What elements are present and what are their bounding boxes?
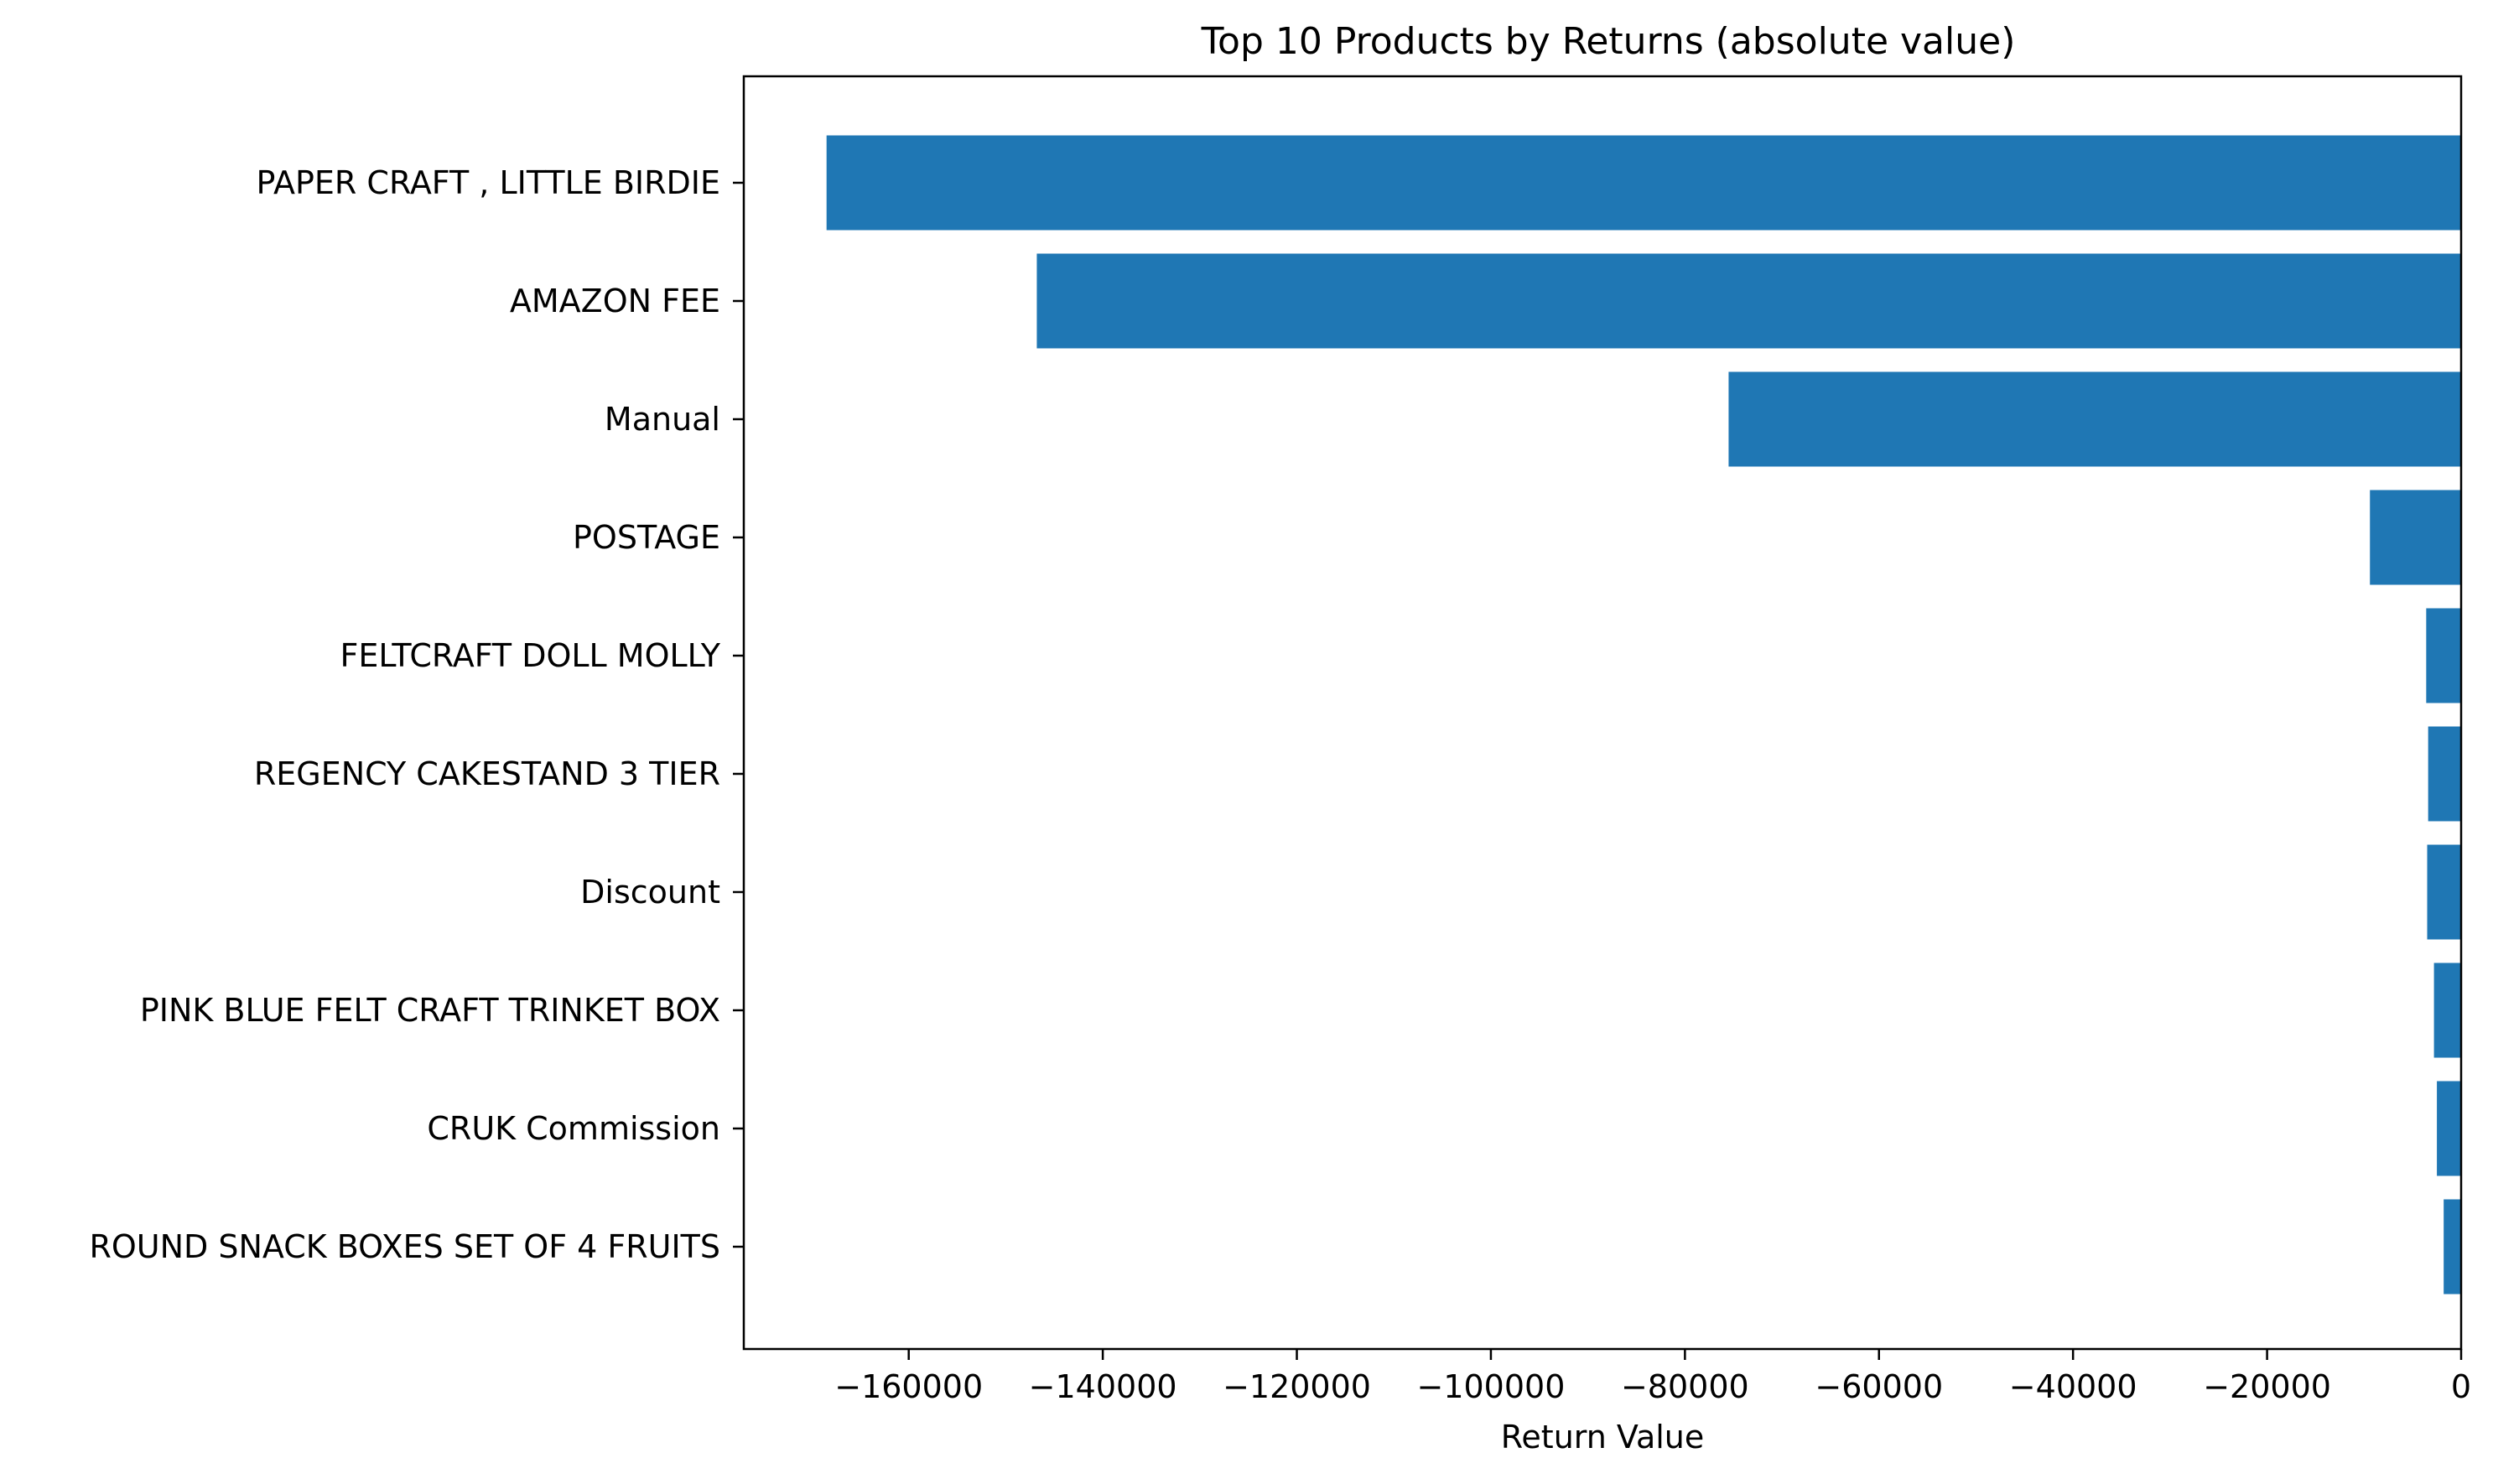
y-tick-label: Discount	[580, 874, 720, 911]
bar	[2370, 490, 2461, 585]
y-tick-label: PINK BLUE FELT CRAFT TRINKET BOX	[140, 992, 720, 1029]
y-axis-ticks: PAPER CRAFT , LITTLE BIRDIE AMAZON FEE Man…	[89, 164, 744, 1265]
x-tick-label: −80000	[1621, 1368, 1749, 1405]
x-tick-label: −40000	[2009, 1368, 2137, 1405]
plot-frame	[742, 75, 2463, 1351]
y-tick-label: REGENCY CAKESTAND 3 TIER	[254, 755, 720, 792]
y-tick-label: ROUND SNACK BOXES SET OF 4 FRUITS	[89, 1228, 720, 1265]
y-tick-label: FELTCRAFT DOLL MOLLY	[340, 637, 721, 674]
x-tick-label: −100000	[1416, 1368, 1565, 1405]
bar	[2427, 844, 2461, 940]
x-tick-label: −20000	[2203, 1368, 2331, 1405]
bars-group	[826, 135, 2461, 1295]
y-tick-label: POSTAGE	[573, 519, 720, 556]
chart-title: Top 10 Products by Returns (absolute val…	[1201, 20, 2016, 63]
x-tick-label: −140000	[1029, 1368, 1177, 1405]
bar	[2433, 963, 2461, 1058]
y-tick-label: Manual	[605, 401, 720, 438]
bar	[826, 135, 2461, 231]
bar	[2437, 1081, 2461, 1176]
x-axis-label: Return Value	[1501, 1419, 1705, 1455]
bar	[2428, 726, 2461, 822]
x-tick-label: −60000	[1815, 1368, 1943, 1405]
bar	[2426, 608, 2461, 703]
bar	[2444, 1199, 2461, 1295]
bar	[1036, 253, 2461, 349]
x-tick-label: 0	[2451, 1368, 2471, 1405]
y-tick-label: CRUK Commission	[427, 1110, 720, 1147]
x-tick-label: −160000	[834, 1368, 983, 1405]
y-tick-label: PAPER CRAFT , LITTLE BIRDIE	[257, 164, 720, 201]
bar	[1728, 371, 2461, 467]
x-tick-label: −120000	[1223, 1368, 1371, 1405]
x-axis-ticks: −160000 −140000 −120000 −100000 −80000 −60000…	[834, 1349, 2471, 1405]
y-tick-label: AMAZON FEE	[510, 283, 720, 319]
